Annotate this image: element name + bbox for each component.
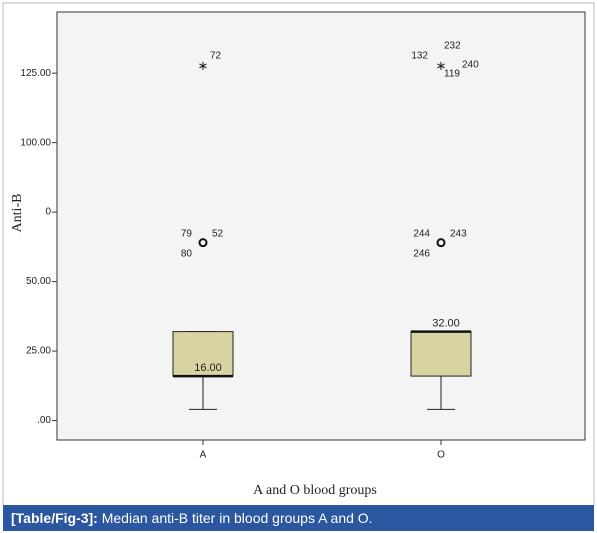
outlier-label: 119 [444,68,460,79]
caption: [Table/Fig-3]: Median anti-B titer in bl… [3,505,594,531]
x-tick-label: O [437,450,445,461]
y-axis-label: Anti-B [10,194,25,233]
y-tick-label: 125.00 [20,68,51,79]
box [410,331,472,377]
outlier-label: 244 [413,228,430,239]
x-tick-label: A [200,450,207,461]
outlier-label: 246 [413,248,430,259]
outlier-label: 52 [212,228,224,239]
chart: Anti-B A and O blood groups .00 25.00 50.0… [2,2,595,505]
outlier: ∗ [198,58,209,73]
y-tick-label: 50.00 [26,276,51,287]
x-axis-label: A and O blood groups [253,483,377,498]
y-tick-label: 0 [45,207,51,218]
outlier-label: 243 [450,228,467,239]
median-label: 16.00 [194,362,222,374]
caption-tag: [Table/Fig-3]: [11,510,98,526]
outlier-label: 80 [181,248,193,259]
caption-text: Median anti-B titer in blood groups A an… [101,510,373,526]
y-tick-label: 25.00 [26,346,51,357]
outlier-label: 79 [181,228,193,239]
outlier [198,238,208,248]
outlier-label: 72 [210,50,222,61]
outlier: ∗ [436,58,447,73]
median-label: 32.00 [432,318,460,330]
plot-area [56,11,586,441]
outlier [436,238,446,248]
outlier-label: 232 [444,40,461,51]
outlier-label: 132 [411,50,428,61]
y-tick-label: 100.00 [20,137,51,148]
outlier-label: 240 [462,59,479,70]
box [172,331,234,377]
y-tick-label: .00 [37,415,51,426]
